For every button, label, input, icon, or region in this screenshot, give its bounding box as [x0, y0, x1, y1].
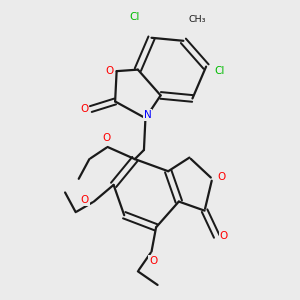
Text: O: O: [80, 104, 88, 114]
Text: O: O: [81, 195, 89, 205]
Text: O: O: [219, 231, 227, 242]
Text: Cl: Cl: [130, 12, 140, 22]
Text: O: O: [149, 256, 157, 266]
Text: O: O: [105, 66, 113, 76]
Text: CH₃: CH₃: [188, 15, 206, 24]
Text: O: O: [217, 172, 225, 182]
Text: O: O: [102, 133, 110, 143]
Text: Cl: Cl: [214, 66, 225, 76]
Text: N: N: [144, 110, 152, 120]
